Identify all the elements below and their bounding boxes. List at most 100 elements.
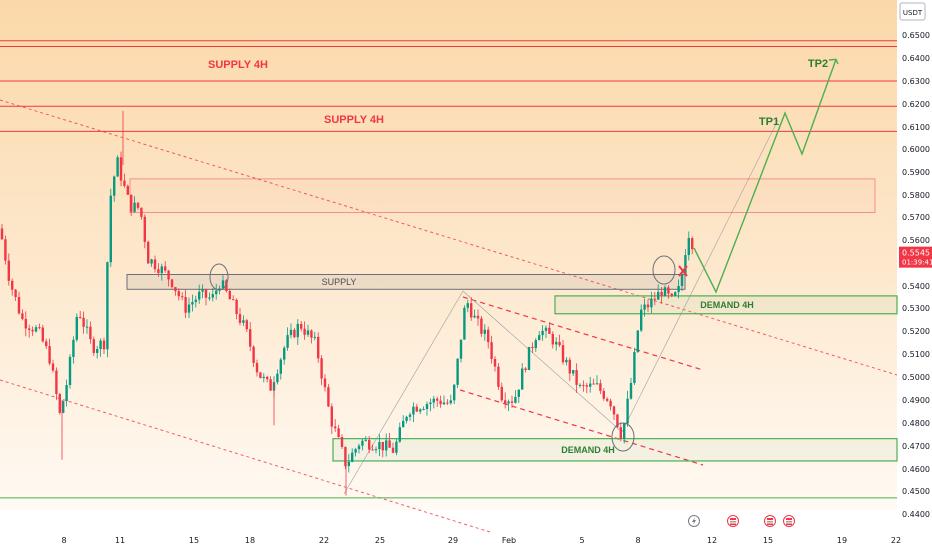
price-axis-background: [897, 0, 932, 550]
candle-body: [653, 298, 656, 300]
time-tick-label: 22: [319, 536, 329, 545]
candle-body: [449, 400, 452, 404]
candle-body: [123, 180, 126, 186]
candle-body: [51, 363, 55, 371]
candle-body: [470, 303, 473, 318]
candle-body: [337, 428, 340, 438]
plot-background: [0, 0, 897, 510]
candle-body: [300, 323, 303, 329]
candle-body: [368, 439, 371, 450]
candle-body: [99, 340, 102, 350]
economic-event-flag-icon[interactable]: [764, 515, 776, 527]
candle-body: [582, 384, 585, 386]
candle-body: [612, 406, 616, 415]
currency-button[interactable]: [899, 2, 926, 21]
structure-line-3: [621, 119, 779, 433]
candle-body: [41, 327, 44, 342]
candle-body: [89, 326, 92, 340]
candle-body: [82, 317, 85, 327]
candle-body: [140, 207, 143, 217]
candle-body: [578, 384, 582, 386]
candle-body: [344, 446, 347, 467]
candle-body: [133, 202, 136, 212]
candle-body: [330, 406, 333, 427]
candle-body: [170, 279, 174, 288]
candle-body: [102, 340, 106, 350]
candle-body: [293, 329, 296, 338]
supply-4h-label: SUPPLY 4H: [208, 59, 268, 71]
candle-body: [204, 289, 208, 298]
candle-body: [174, 287, 177, 292]
price-tick-label: 0.6000: [902, 145, 930, 154]
candle-body: [524, 368, 527, 370]
candle-body: [402, 420, 405, 428]
economic-event-flag-icon[interactable]: [783, 515, 795, 527]
trend-channel-line-2: [0, 379, 491, 533]
cross-stroke-b: [678, 265, 688, 277]
candle-body: [643, 304, 646, 310]
candle-body: [378, 441, 381, 450]
candle-body: [646, 304, 650, 308]
candle-body: [68, 356, 72, 386]
candle-body: [21, 313, 24, 319]
time-tick-label: 12: [707, 536, 717, 545]
candle-body: [167, 270, 170, 280]
candle-body: [616, 414, 619, 428]
candle-body: [517, 389, 520, 397]
candle-body: [228, 290, 231, 300]
candle-body: [602, 390, 605, 399]
candle-body: [599, 383, 602, 391]
time-tick-label: 8: [61, 536, 66, 545]
candle-body: [609, 400, 612, 407]
time-tick-label: 15: [189, 536, 199, 545]
candle-body: [575, 370, 578, 385]
candle-body: [351, 452, 354, 462]
candle-body: [626, 398, 629, 424]
candle-body: [660, 291, 663, 297]
candle-body: [415, 406, 418, 412]
candle-body: [504, 400, 507, 404]
price-tick-label: 0.4800: [902, 419, 930, 428]
earnings-flash-icon[interactable]: [688, 515, 700, 527]
candle-body: [640, 309, 643, 331]
candle-body: [680, 274, 684, 286]
price-tick-label: 0.4400: [902, 510, 930, 519]
candle-body: [340, 437, 344, 447]
candle-body: [558, 341, 561, 346]
candle-body: [303, 328, 306, 335]
candle-body: [75, 316, 78, 340]
candle-body: [561, 345, 565, 363]
candle-body: [31, 329, 34, 332]
candle-body: [670, 293, 673, 296]
candle-body: [405, 416, 408, 421]
currency-label[interactable]: USDT: [903, 9, 923, 17]
time-tick-label: 19: [837, 536, 847, 545]
candle-body: [235, 299, 238, 315]
candle-body: [684, 255, 687, 275]
candle-body: [85, 326, 89, 328]
trend-channel-line-1: [0, 99, 898, 376]
candle-body: [650, 298, 653, 308]
price-tick-label: 0.5800: [902, 191, 930, 200]
candle-body: [106, 262, 109, 350]
candle-body: [527, 346, 531, 370]
candle-body: [136, 202, 140, 208]
candle-body: [456, 358, 459, 385]
price-tick-label: 0.4500: [902, 487, 930, 496]
candle-body: [657, 291, 660, 300]
price-tick-label: 0.4900: [902, 396, 930, 405]
price-tick-label: 0.5400: [902, 282, 930, 291]
price-tick-label: 0.5600: [902, 236, 930, 245]
candle-body: [541, 330, 544, 336]
candle-body: [419, 409, 422, 412]
candle-body: [381, 441, 384, 451]
economic-event-flag-icon[interactable]: [727, 515, 739, 527]
candle-body: [109, 195, 112, 263]
candle-body: [296, 323, 299, 338]
candle-body: [398, 427, 401, 442]
candle-body: [266, 376, 269, 380]
candle-body: [310, 330, 313, 338]
candle-body: [119, 157, 123, 181]
